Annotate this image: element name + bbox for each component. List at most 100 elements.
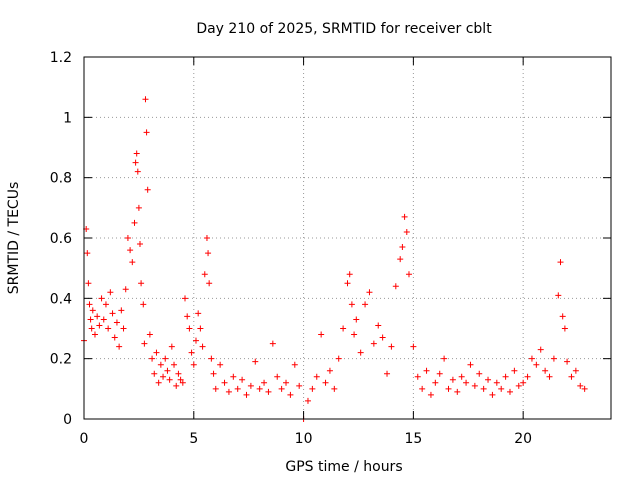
- data-point: [397, 256, 404, 263]
- data-point: [256, 385, 263, 392]
- data-point: [445, 385, 452, 392]
- data-point: [243, 391, 250, 398]
- data-point: [118, 307, 125, 314]
- data-point: [346, 271, 353, 278]
- data-point: [144, 186, 151, 193]
- y-tick-label: 0.2: [50, 352, 72, 368]
- data-point: [304, 397, 311, 404]
- data-point: [205, 250, 212, 257]
- data-point: [206, 280, 213, 287]
- data-point: [480, 385, 487, 392]
- data-point: [331, 385, 338, 392]
- data-point: [149, 355, 156, 362]
- data-point: [537, 346, 544, 353]
- data-point: [489, 391, 496, 398]
- data-point: [291, 361, 298, 368]
- data-point: [184, 313, 191, 320]
- data-point: [572, 367, 579, 374]
- y-axis-label: SRMTID / TECUs: [6, 182, 22, 295]
- data-point: [351, 331, 358, 338]
- axis-ticks: 0 0.2 0.4 0.6 0.8 1 1.2 0 5 10 15 20: [50, 50, 611, 447]
- data-point: [357, 349, 364, 356]
- data-point: [287, 391, 294, 398]
- data-point: [261, 379, 268, 386]
- data-point: [91, 331, 98, 338]
- data-point: [132, 159, 139, 166]
- data-point: [138, 280, 145, 287]
- data-point: [348, 301, 355, 308]
- data-point: [155, 379, 162, 386]
- data-point: [142, 96, 149, 103]
- data-point: [225, 388, 232, 395]
- data-point: [102, 301, 109, 308]
- x-tick-label: 15: [404, 431, 422, 447]
- x-tick-label: 0: [80, 431, 89, 447]
- data-point: [458, 373, 465, 380]
- data-point: [141, 340, 148, 347]
- data-point: [182, 295, 189, 302]
- data-point: [162, 355, 169, 362]
- data-point: [419, 385, 426, 392]
- data-point: [190, 361, 197, 368]
- data-point: [212, 385, 219, 392]
- data-point: [528, 355, 535, 362]
- x-axis-label: GPS time / hours: [285, 459, 402, 475]
- data-point: [186, 325, 193, 332]
- data-point: [309, 385, 316, 392]
- data-point: [375, 322, 382, 329]
- data-point: [463, 379, 470, 386]
- data-point: [129, 259, 136, 266]
- data-point: [392, 283, 399, 290]
- y-tick-label: 1: [63, 110, 72, 126]
- data-point: [113, 319, 120, 326]
- data-point: [230, 373, 237, 380]
- data-point: [135, 204, 142, 211]
- data-point: [399, 244, 406, 251]
- data-point: [278, 385, 285, 392]
- y-tick-label: 0: [63, 412, 72, 428]
- data-point: [173, 382, 180, 389]
- data-point: [124, 235, 131, 241]
- data-point: [247, 382, 254, 389]
- data-point: [403, 228, 410, 235]
- data-point: [520, 379, 527, 386]
- data-point: [283, 379, 290, 386]
- data-point: [436, 370, 443, 377]
- data-point: [111, 334, 118, 341]
- data-point: [234, 385, 241, 392]
- data-point: [269, 340, 276, 347]
- data-point: [203, 235, 210, 241]
- data-point: [467, 361, 474, 368]
- data-point: [502, 373, 509, 380]
- data-point: [561, 325, 568, 332]
- data-point: [577, 382, 584, 389]
- data-point: [120, 325, 127, 332]
- data-point: [160, 373, 167, 380]
- data-point: [326, 367, 333, 374]
- data-point: [485, 376, 492, 383]
- data-point: [177, 376, 184, 383]
- data-point: [168, 343, 175, 350]
- data-point: [127, 247, 134, 254]
- data-point: [116, 343, 123, 350]
- y-tick-label: 1.2: [50, 50, 72, 66]
- data-point: [322, 379, 329, 386]
- data-point: [340, 325, 347, 332]
- data-point: [88, 325, 95, 332]
- data-point: [498, 385, 505, 392]
- data-point: [192, 337, 199, 344]
- data-point: [441, 355, 448, 362]
- data-point: [476, 370, 483, 377]
- data-point: [366, 289, 373, 296]
- data-point: [195, 310, 202, 317]
- data-point: [515, 382, 522, 389]
- data-point: [197, 325, 204, 332]
- data-point: [274, 373, 281, 380]
- data-point: [140, 301, 147, 308]
- data-point: [546, 373, 553, 380]
- data-point: [134, 168, 141, 175]
- data-point: [265, 388, 272, 395]
- data-point: [208, 355, 215, 362]
